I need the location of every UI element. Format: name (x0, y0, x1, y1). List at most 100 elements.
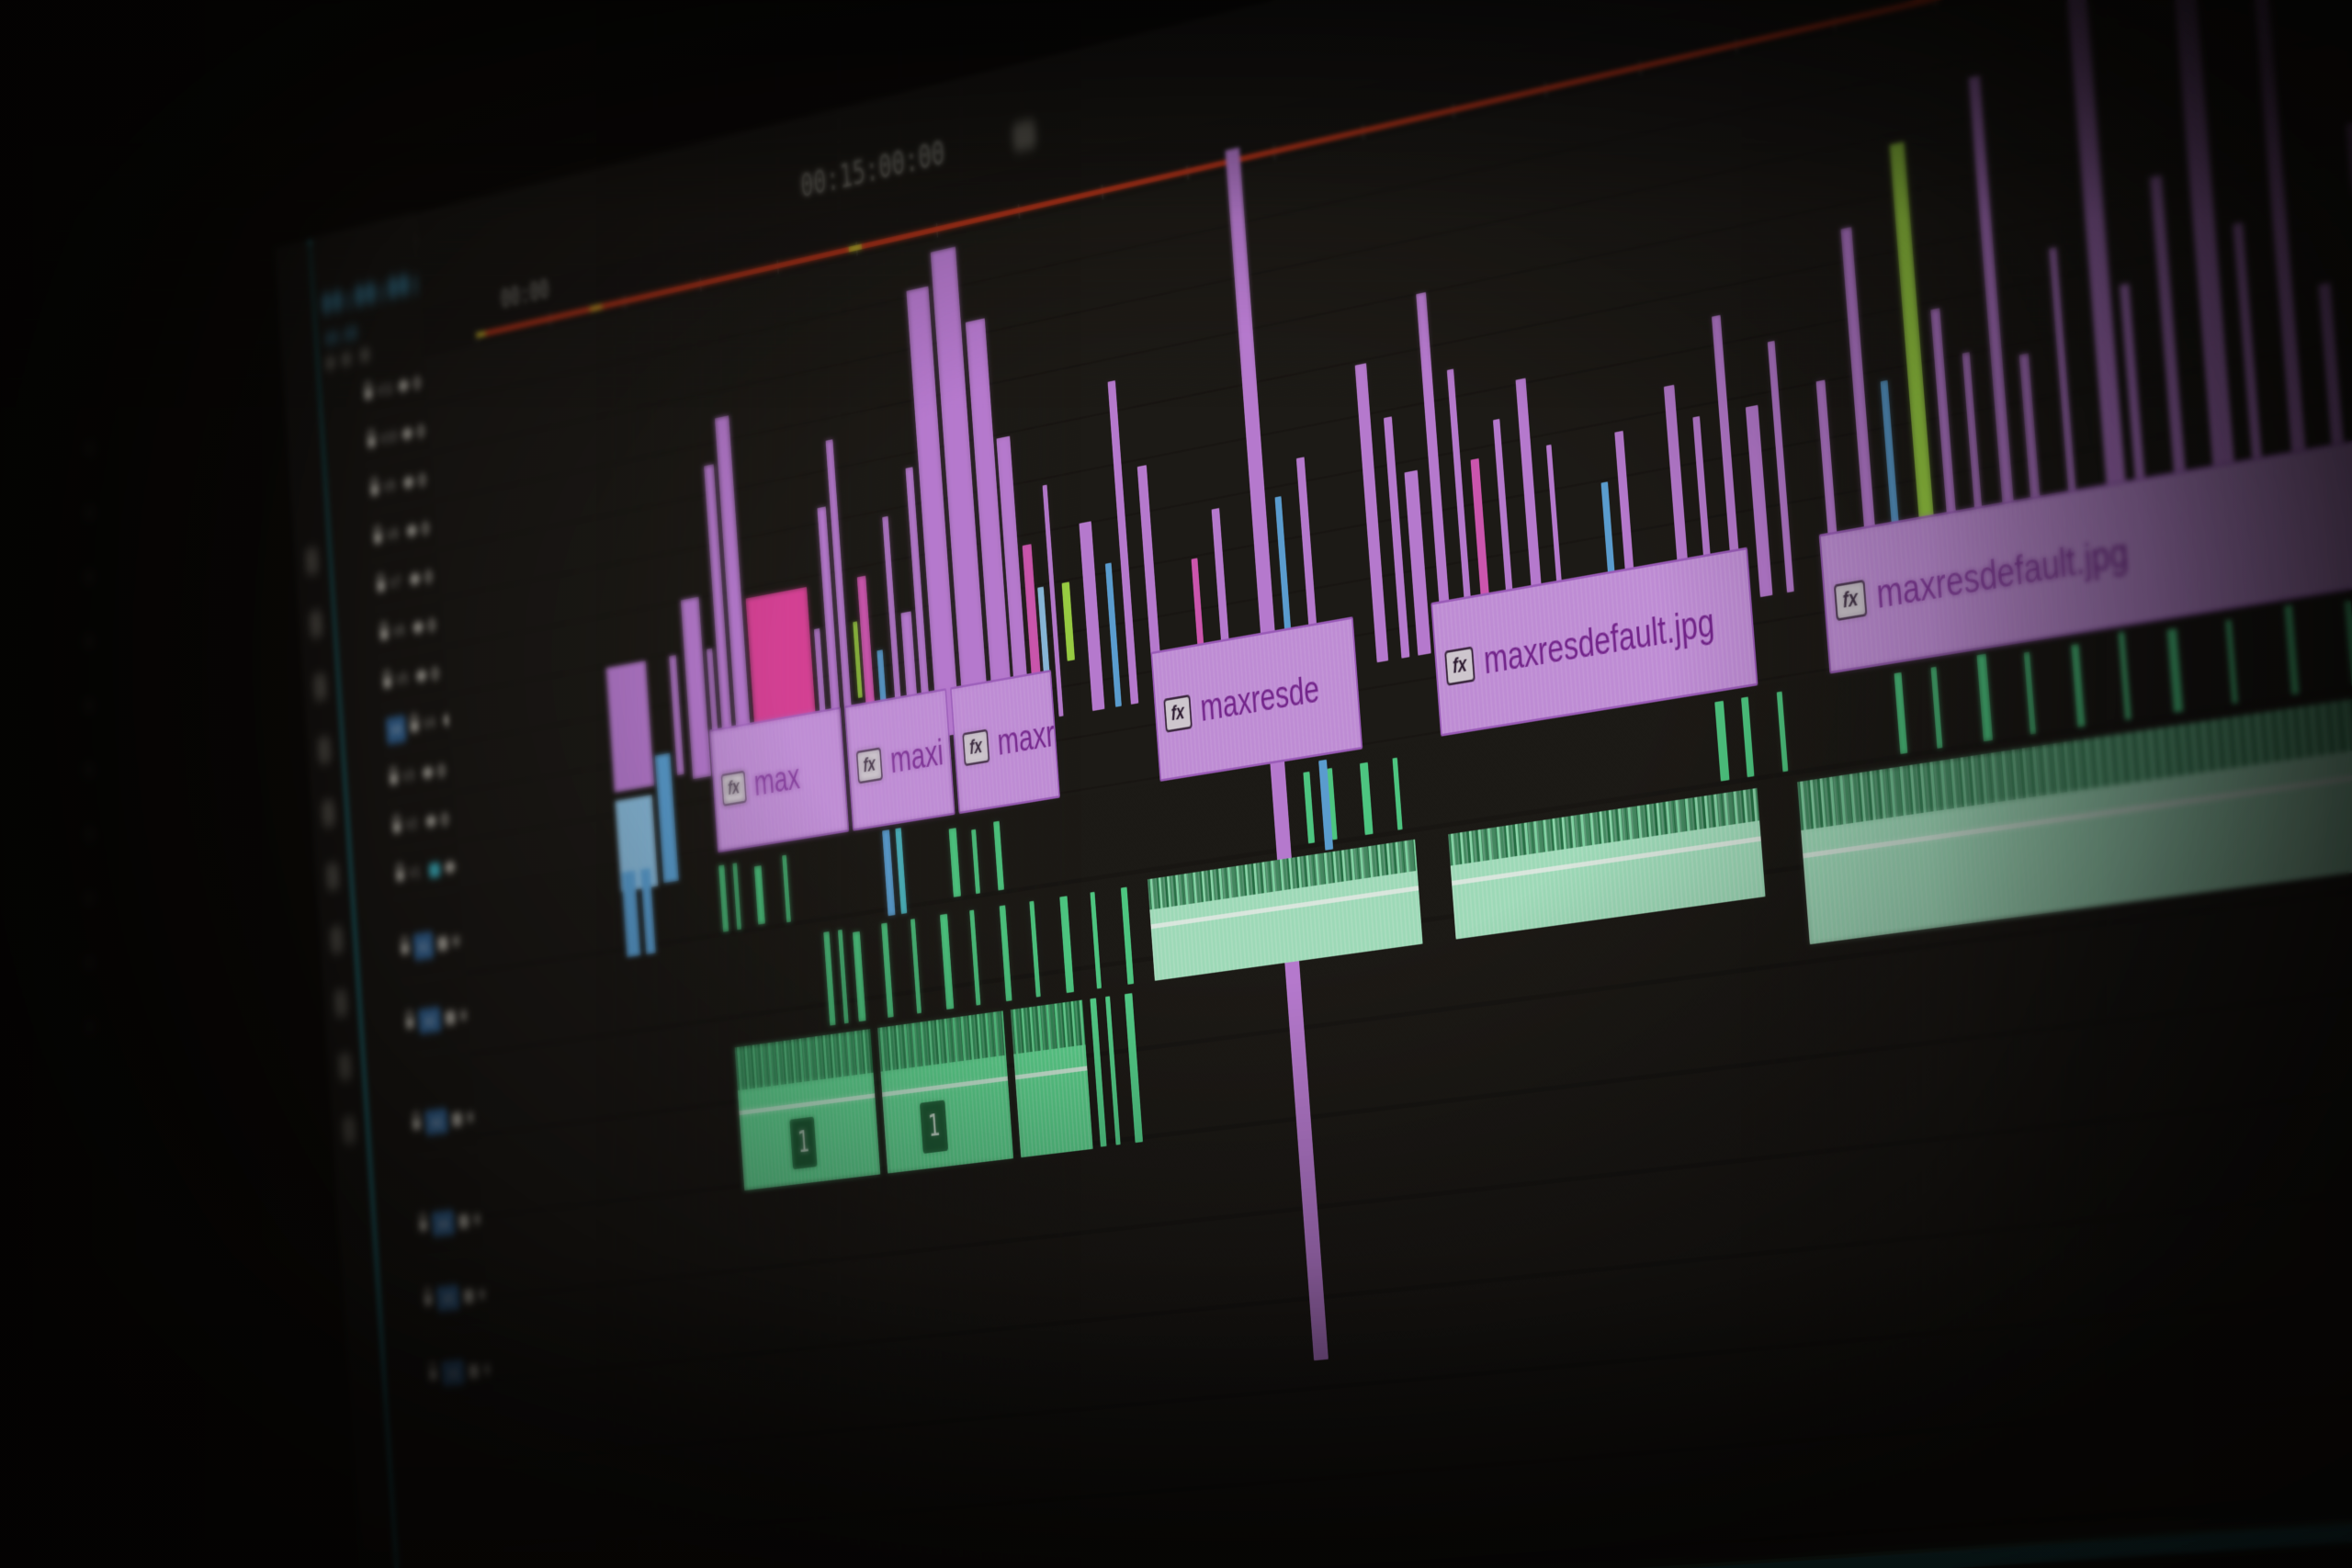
clip-label: maxi (888, 730, 945, 782)
zoom-tool-icon[interactable] (337, 1052, 353, 1081)
track-select-tool-icon[interactable] (309, 609, 323, 639)
lock-icon[interactable] (382, 676, 392, 689)
editor-screen: 00:00:00:00 00:00 V11 V10 V9 V8 V7 V6 V5 V4 V4 V3… (275, 0, 2352, 1568)
track-name-box[interactable]: A4 (431, 1209, 456, 1237)
source-patch-a1[interactable]: A1 (413, 931, 435, 962)
video-clip[interactable]: fx maxre (949, 670, 1060, 815)
razor-tool-icon[interactable] (321, 798, 336, 829)
toggle-track-output-icon[interactable] (402, 475, 414, 490)
pen-tool-icon[interactable] (329, 925, 345, 954)
source-patch-v4[interactable]: V4 (385, 714, 407, 745)
audio-clip[interactable] (1010, 999, 1093, 1158)
toggle-track-output-icon[interactable] (422, 765, 434, 780)
lock-icon[interactable] (373, 531, 383, 544)
speaker-icon[interactable] (458, 1213, 469, 1229)
marker-icon[interactable] (340, 351, 352, 367)
lock-icon[interactable] (392, 820, 401, 833)
ripple-edit-tool-icon[interactable] (312, 672, 328, 702)
clip-label: maxresdefault.jpg (1874, 528, 2131, 618)
clip-sliver[interactable] (605, 660, 655, 793)
timeline-settings-wrench-icon[interactable] (1012, 118, 1037, 153)
track-label: V9 (382, 476, 396, 497)
track-options-icon[interactable] (430, 666, 440, 681)
background-reflection (85, 570, 94, 584)
track-options-icon[interactable] (421, 520, 430, 536)
track-label: V7 (389, 572, 402, 593)
track-options-icon[interactable] (440, 811, 449, 826)
audio-clip[interactable]: 1 (734, 1029, 881, 1191)
toggle-track-output-icon[interactable] (406, 524, 418, 538)
speaker-icon[interactable] (445, 1010, 456, 1025)
toggle-track-output-icon[interactable] (415, 669, 427, 682)
toggle-track-output-icon[interactable] (397, 378, 409, 393)
slip-tool-icon[interactable] (325, 862, 340, 891)
track-label: V10 (379, 427, 399, 449)
track-options-icon[interactable] (416, 423, 425, 438)
toggle-track-output-icon[interactable] (409, 571, 421, 586)
toggle-track-output-icon[interactable] (444, 860, 456, 874)
lock-icon[interactable] (412, 1118, 422, 1131)
mute-button[interactable]: M (458, 1006, 469, 1025)
lock-icon[interactable] (428, 1369, 438, 1382)
lock-icon[interactable] (376, 580, 386, 592)
background-reflection (85, 441, 94, 456)
mute-button[interactable]: M (477, 1285, 487, 1303)
mute-button[interactable]: M (466, 1108, 475, 1126)
lock-icon[interactable] (369, 483, 379, 496)
track-options-icon[interactable] (436, 762, 447, 778)
lock-icon[interactable] (379, 627, 390, 640)
toggle-track-output-icon[interactable] (425, 814, 437, 829)
mute-button[interactable]: M (451, 931, 461, 951)
lock-icon[interactable] (410, 719, 420, 732)
lock-icon[interactable] (424, 1294, 434, 1306)
track-label: V8 (386, 525, 400, 545)
selection-tool-icon[interactable] (304, 547, 320, 576)
background-reflection (85, 698, 94, 713)
fx-badge: fx (720, 770, 747, 807)
lock-icon[interactable] (389, 773, 399, 785)
rate-stretch-tool-icon[interactable] (317, 736, 332, 765)
track-name-box[interactable]: A3 (424, 1108, 448, 1136)
sync-lock-icon[interactable] (428, 861, 441, 878)
fx-badge: fx (1163, 694, 1193, 733)
hand-tool-icon[interactable] (334, 988, 348, 1018)
clip-label: maxresdefault.jpg (1482, 599, 1716, 683)
lock-icon[interactable] (400, 942, 410, 955)
ruler-label-start: 00:00 (499, 274, 550, 315)
ruler-label-major: 00:15:00:00 (798, 133, 946, 207)
track-options-icon[interactable] (412, 375, 422, 390)
background-reflection (85, 505, 94, 520)
audio-clip[interactable]: 1 (877, 1010, 1014, 1174)
track-options-icon[interactable] (417, 472, 427, 487)
lock-icon[interactable] (395, 869, 405, 882)
track-name-box[interactable]: A5 (435, 1284, 460, 1313)
fx-badge: fx (855, 746, 883, 784)
speaker-icon[interactable] (463, 1288, 475, 1303)
lock-icon[interactable] (405, 1017, 415, 1030)
background-reflection (85, 891, 94, 906)
settings-icon[interactable] (359, 346, 371, 363)
snap-icon[interactable] (324, 355, 336, 371)
background-reflection (85, 955, 94, 970)
lock-icon[interactable] (418, 1220, 428, 1232)
track-options-icon[interactable] (427, 617, 436, 632)
speaker-icon[interactable] (468, 1363, 480, 1379)
clip-label: maxre (996, 709, 1060, 764)
track-options-icon[interactable] (424, 569, 434, 583)
speaker-icon[interactable] (437, 935, 448, 951)
video-clip[interactable]: fx max (708, 706, 850, 853)
toggle-track-output-icon[interactable] (401, 426, 413, 441)
track-name-box[interactable]: A2 (417, 1006, 442, 1035)
track-name-box[interactable]: A6 (441, 1359, 466, 1387)
track-label: V1 (408, 863, 422, 883)
speaker-icon[interactable] (451, 1111, 463, 1127)
type-tool-icon[interactable] (342, 1115, 356, 1145)
lock-icon[interactable] (367, 435, 377, 448)
mute-button[interactable]: M (472, 1210, 482, 1228)
timeline-content[interactable]: 00:00 00:15:00:00 fx max fx maxi fx maxre fx ma… (414, 0, 2352, 1568)
lock-icon[interactable] (364, 387, 373, 400)
toggle-track-output-icon[interactable] (413, 620, 424, 635)
mute-button[interactable]: M (482, 1360, 492, 1379)
video-clip[interactable]: fx maxi (843, 688, 956, 831)
